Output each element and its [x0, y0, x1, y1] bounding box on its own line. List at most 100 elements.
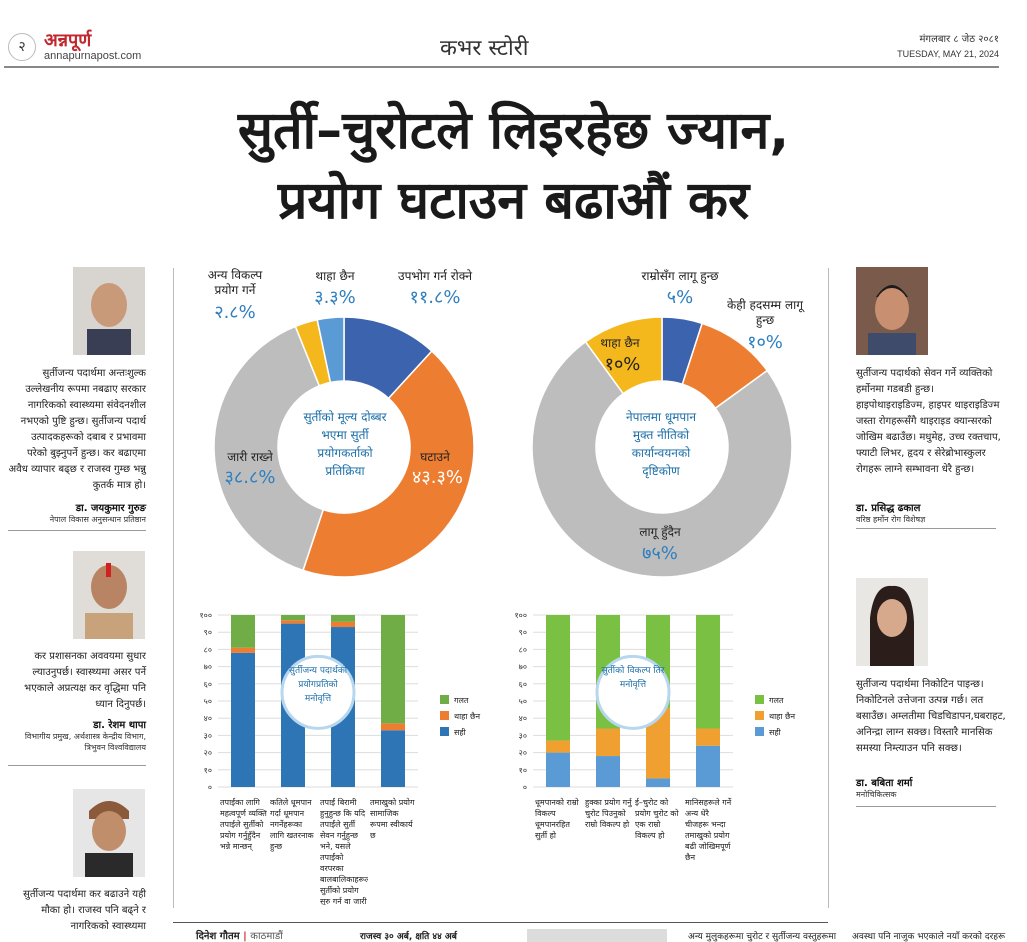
chart-label: घटाउने [420, 450, 450, 464]
quote-text: कर प्रशासनका अववयमा सुधार ल्याउनुपर्छ। स… [24, 651, 146, 710]
bar-segment [231, 647, 255, 653]
y-tick-label: ४० [519, 714, 527, 723]
column-rule-right [828, 268, 829, 908]
y-tick-label: २० [204, 749, 212, 758]
category-label: ई–चुरोट को प्रयोग चुरोट को एक राम्रो विक… [635, 798, 679, 840]
donut-center-title: नेपालमा धूमपान मुक्त नीतिको कार्यान्वयनक… [626, 410, 696, 478]
quote-author: डा. जयकुमार गुरुङ [75, 503, 146, 514]
byline-place: काठमाडौं [250, 931, 283, 942]
quote-author-title: वरिष्ठ हर्मोन रोग विशेषज्ञ [856, 515, 926, 524]
legend-label: सही [454, 727, 467, 737]
quote-author: डा. बबिता शर्मा [856, 778, 913, 789]
portrait-photo [73, 267, 145, 355]
bar-segment [231, 652, 255, 787]
y-tick-label: ७० [204, 663, 212, 672]
bar-segment [381, 723, 405, 731]
category-label: तपाईंका लागि महत्वपूर्ण व्यक्ति तपाईले स… [220, 798, 267, 851]
chart-value: २.८% [214, 302, 256, 323]
story-text-fragment: अन्य मुलुकहरूमा चुरोट र सुर्तीजन्य वस्तु… [688, 932, 837, 942]
legend-label: थाहा छैन [769, 711, 796, 721]
y-tick-label: ३० [204, 731, 212, 740]
category-label: कतिले धूमपान गर्दा धूमपान नगर्नेहरूका ला… [270, 798, 314, 851]
legend-swatch [440, 727, 449, 736]
legend-swatch [440, 695, 449, 704]
legend-label: सही [769, 727, 782, 737]
y-tick-label: ४० [204, 714, 212, 723]
legend-label: गलत [769, 696, 784, 705]
bar-segment [281, 620, 305, 624]
header-divider [4, 66, 999, 68]
donut-chart-policy-view [531, 316, 793, 578]
chart-title-bubble [280, 654, 356, 730]
chart-value: ५% [666, 287, 694, 308]
category-label: मानिसहरूले गर्ने अन्य धेरै चीजहरू भन्दा … [685, 798, 732, 862]
chart-title: सुर्तीको विकल्प तिर मनोवृत्ति [601, 666, 665, 691]
bar-segment [381, 730, 405, 787]
portrait-photo [856, 578, 928, 666]
bar-segment [331, 615, 355, 622]
bar-segment [231, 615, 255, 648]
section-title: कभर स्टोरी [440, 36, 529, 61]
separator [8, 530, 146, 531]
chart-label: जारी राख्ने [227, 450, 273, 464]
donut-slice-1 [302, 350, 475, 578]
donut-hole [280, 383, 408, 511]
bar-segment [646, 778, 670, 787]
brand-logo[interactable]: अन्नपूर्ण [44, 30, 92, 51]
bar-segment [596, 756, 620, 787]
chart-value: ३.३% [314, 287, 356, 308]
chart-value: ११.८% [409, 287, 461, 308]
y-tick-label: ० [523, 783, 527, 792]
bar-segment [546, 752, 570, 787]
y-tick-label: १०० [200, 611, 212, 620]
legend-label: थाहा छैन [454, 711, 481, 721]
donut-hole [598, 383, 726, 511]
brand-url[interactable]: annapurnapost.com [44, 50, 142, 62]
donut-slice-4 [316, 316, 345, 384]
chart-label: राम्रोसँग लागू हुन्छ [641, 269, 719, 283]
chart-value: ४३.३% [412, 467, 463, 488]
donut-center-title: सुर्तीको मूल्य दोब्बर भएमा सुर्ती प्रयोग… [303, 410, 387, 478]
y-tick-label: ० [208, 783, 212, 792]
chart-value: १०% [604, 354, 641, 375]
story-subhead: राजस्व ३० अर्ब, क्षति ४४ अर्ब [360, 932, 457, 942]
gray-box [527, 929, 667, 942]
separator [856, 528, 996, 529]
chart-label: अन्य विकल्प प्रयोग गर्ने [207, 268, 263, 297]
y-tick-label: १० [204, 766, 212, 775]
chart-label: थाहा छैन [600, 336, 640, 350]
chart-label: केही हदसम्म लागू हुन्छ [727, 298, 803, 327]
y-tick-label: ९० [204, 628, 212, 637]
byline-author: दिनेश गौतम [196, 931, 240, 942]
y-tick-label: ६० [519, 680, 527, 689]
quote-author: डा. रेशम थापा [93, 720, 146, 731]
y-tick-label: १० [519, 766, 527, 775]
category-label: हुक्का प्रयोग गर्नु चुरोट पिउनुको राम्रो… [585, 798, 632, 829]
bar-segment [546, 615, 570, 741]
headline: सुर्ती–चुरोटले लिइरहेछ ज्यान, प्रयोग घटा… [0, 96, 1027, 236]
headline-line-2: प्रयोग घटाउन बढाऔं कर [277, 171, 750, 231]
y-tick-label: ७० [519, 663, 527, 672]
quote-author-title: नेपाल विकास अनुसन्धान प्रतिष्ठान [49, 515, 146, 524]
category-label: धूमपानको राम्रो विकल्प धूमपानरहित सुर्ती… [535, 798, 579, 840]
legend-swatch [440, 711, 449, 720]
bar-segment [381, 615, 405, 724]
chart-label: उपभोग गर्न रोक्ने [398, 269, 472, 283]
quote-author: डा. प्रसिद्ध ढकाल [856, 503, 921, 514]
y-tick-label: ६० [204, 680, 212, 689]
story-text-fragment: अवस्था पनि नाजुक भएकाले नयाँ करको दरहरू [852, 932, 1006, 942]
legend-swatch [755, 711, 764, 720]
column-rule-left [173, 268, 174, 908]
portrait-photo [73, 551, 145, 639]
quote-author-title: मनोचिकित्सक [856, 790, 897, 799]
donut-slice-2 [531, 340, 793, 578]
bar-segment [331, 621, 355, 628]
portrait-photo [73, 789, 145, 877]
quote-text: सुर्तीजन्य पदार्थमा कर बढाउने यही मौका ह… [23, 889, 146, 932]
portrait-photo [856, 267, 928, 355]
quote-text: सुर्तीजन्य पदार्थको सेवन गर्ने व्यक्तिको… [856, 368, 1001, 475]
y-tick-label: २० [519, 749, 527, 758]
footer-divider [173, 922, 828, 923]
y-tick-label: ३० [519, 731, 527, 740]
